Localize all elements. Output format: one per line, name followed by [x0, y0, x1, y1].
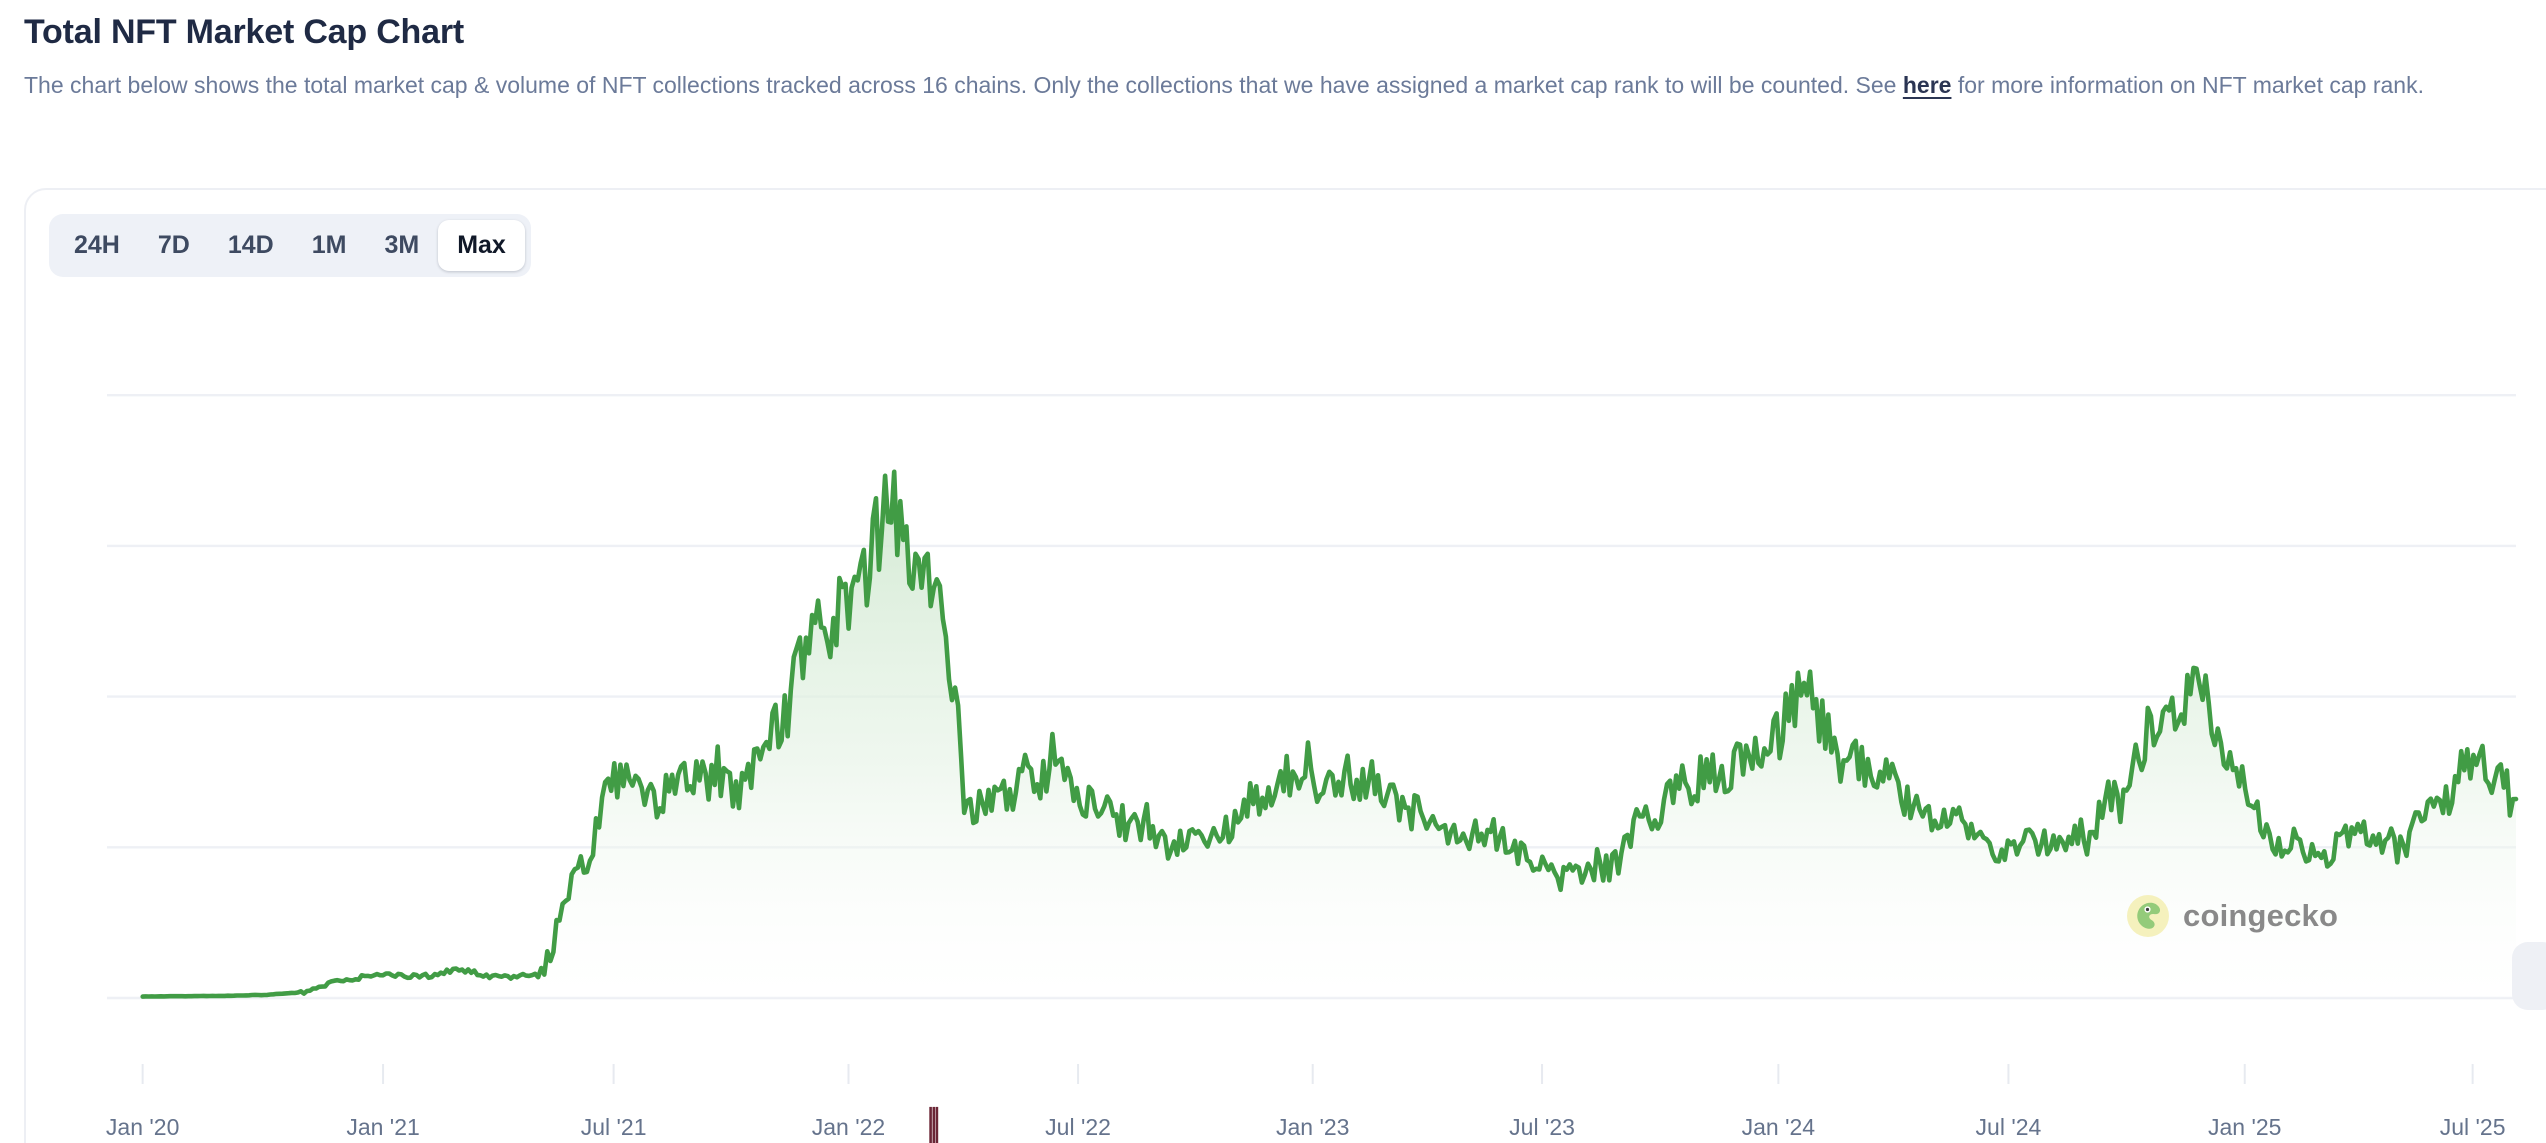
description-text-after-link: for more information on NFT market cap r…	[1951, 71, 2424, 98]
range-button-7d[interactable]: 7D	[139, 220, 209, 271]
page-title: Total NFT Market Cap Chart	[24, 13, 464, 51]
market-cap-area-fill	[142, 471, 2517, 998]
volume-bar	[932, 1106, 936, 1143]
chart-x-tick-marks	[141, 1064, 2474, 1084]
edge-panel-handle[interactable]	[2512, 942, 2546, 1010]
x-axis-tick-label: Jul '23	[1509, 1114, 1575, 1140]
range-button-3m[interactable]: 3M	[365, 220, 438, 271]
time-range-selector[interactable]: 24H 7D 14D 1M 3M Max	[49, 214, 531, 277]
x-axis-tick-label: Jul '22	[1045, 1114, 1111, 1140]
x-axis-tick-label: Jul '24	[1975, 1114, 2042, 1140]
page-description: The chart below shows the total market c…	[24, 65, 2544, 105]
description-text-before-link: The chart below shows the total market c…	[24, 71, 1903, 98]
x-axis-tick-label: Jan '23	[1275, 1114, 1350, 1140]
x-axis-tick-label: Jan '22	[811, 1114, 886, 1140]
x-axis-tick-label: Jul '25	[2439, 1114, 2506, 1140]
x-axis-labels: Jan '20 Jan '21 Jul '21 Jan '22 Jul '22 Jan '…	[26, 294, 2546, 1143]
range-button-1m[interactable]: 1M	[293, 220, 366, 271]
x-axis-tick-label: Jan '25	[2208, 1114, 2282, 1140]
market-cap-rank-link[interactable]: here	[1902, 71, 1952, 98]
range-button-max[interactable]: Max	[438, 220, 525, 271]
x-axis-tick-label: Jan '24	[1741, 1114, 1816, 1140]
range-button-14d[interactable]: 14D	[209, 220, 293, 271]
volume-bar	[935, 1106, 939, 1143]
x-axis-tick-label: Jan '20	[105, 1114, 180, 1140]
range-button-24h[interactable]: 24H	[55, 220, 139, 271]
volume-bars	[929, 1106, 939, 1143]
x-axis-tick-label: Jul '21	[580, 1114, 647, 1140]
page-header: Total NFT Market Cap Chart The chart bel…	[0, 0, 2546, 105]
market-cap-line	[140, 469, 2519, 999]
volume-bar	[929, 1106, 932, 1143]
market-cap-area-chart[interactable]	[26, 294, 2546, 1143]
x-axis-tick-label: Jan '21	[346, 1114, 420, 1140]
